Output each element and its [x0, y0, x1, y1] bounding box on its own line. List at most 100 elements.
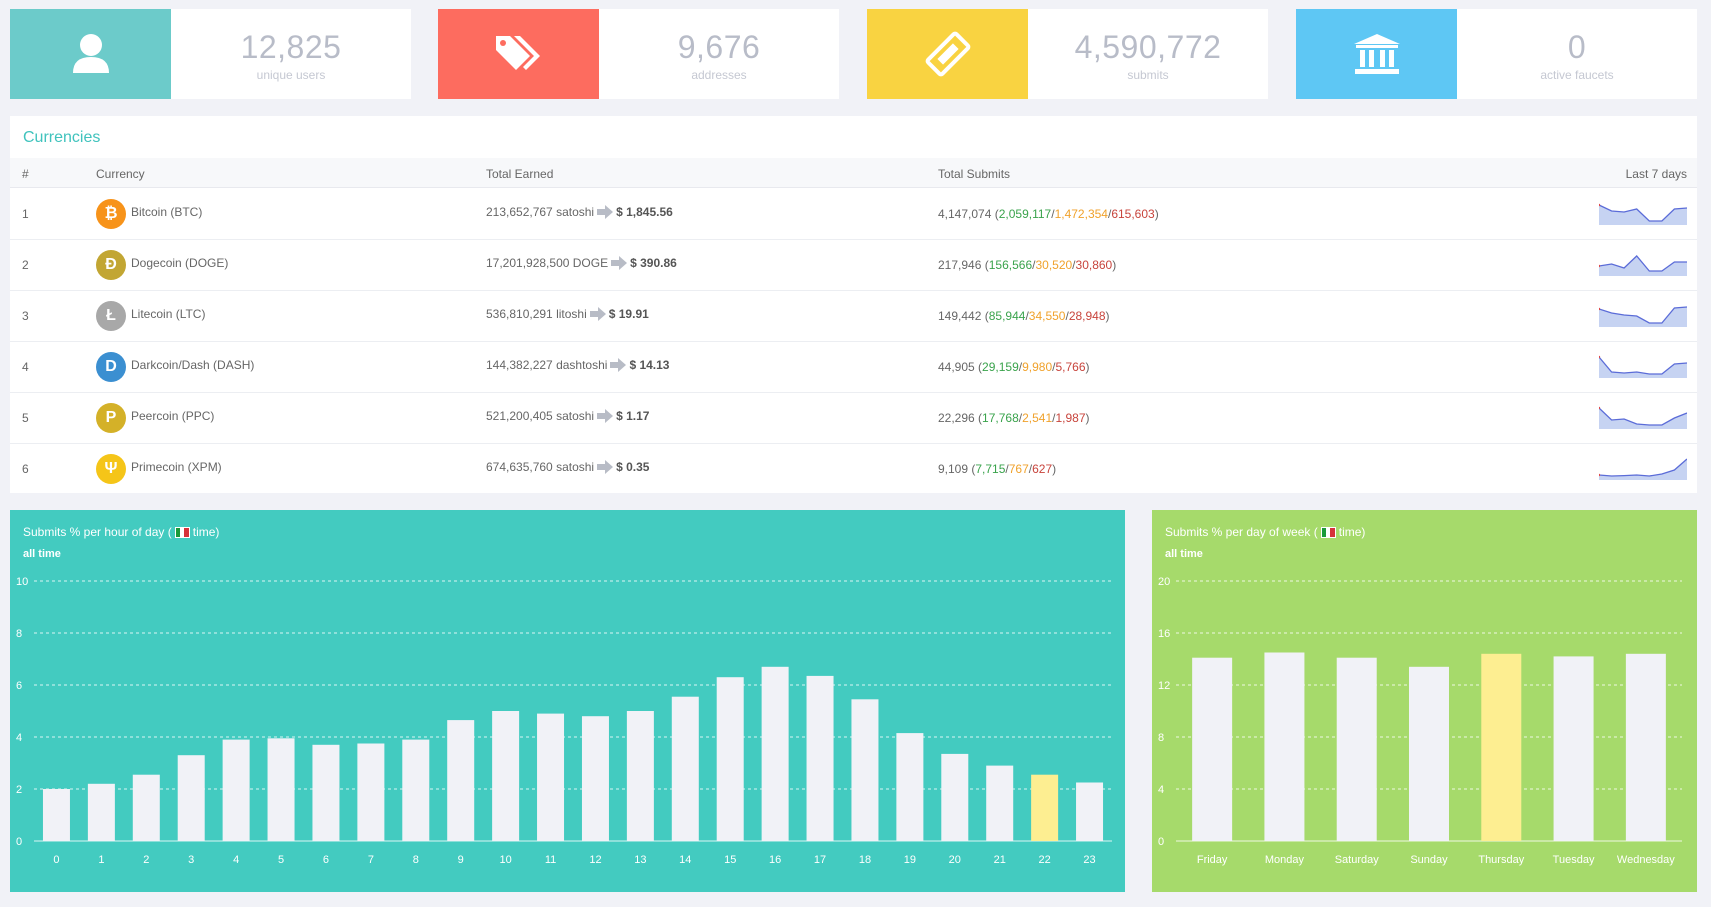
submits-orange: 767: [1008, 462, 1029, 476]
submits-cell: 44,905 (29,159/9,980/5,766): [938, 360, 1090, 374]
table-row: 4 D Darkcoin/Dash (DASH) 144,382,227 dashto…: [10, 342, 1697, 393]
header-currency: Currency: [96, 167, 145, 181]
bar: [1625, 653, 1666, 841]
x-tick-label: 12: [589, 854, 601, 866]
table-row: 6 Ψ Primecoin (XPM) 674,635,760 satoshi $ 0.…: [10, 444, 1697, 495]
sparkline-chart: [1599, 255, 1687, 276]
x-tick-label: Saturday: [1335, 854, 1380, 866]
row-num: 4: [22, 360, 29, 374]
primecoin-icon: Ψ: [96, 454, 126, 484]
submits-cell: 217,946 (156,566/30,520/30,860): [938, 258, 1117, 272]
arrow-right-icon: [611, 256, 628, 270]
dogecoin-icon: Ð: [96, 250, 126, 280]
bar: [896, 733, 924, 841]
x-tick-label: 8: [413, 854, 419, 866]
sparkline-area: [1599, 459, 1687, 480]
x-tick-label: 22: [1039, 854, 1051, 866]
sparkline-start-point: [1599, 473, 1601, 477]
x-tick-label: Sunday: [1410, 854, 1448, 866]
x-tick-label: Monday: [1265, 854, 1305, 866]
submits-green: 17,768: [982, 411, 1019, 425]
submits-green: 2,059,117: [998, 207, 1052, 221]
sparkline-chart: [1599, 306, 1687, 327]
sparkline-line: [1599, 204, 1687, 222]
sparkline-line: [1599, 306, 1687, 324]
arrow-right-icon: [597, 205, 614, 219]
submits-green: 156,566: [988, 258, 1033, 272]
arrow-right-icon: [610, 358, 627, 372]
y-tick-label: 0: [16, 836, 22, 848]
stat-text-users: 12,825 unique users: [171, 9, 411, 99]
earned-cell: 213,652,767 satoshi $ 1,845.56: [486, 204, 673, 220]
bar: [986, 765, 1014, 841]
header-earned: Total Earned: [486, 167, 554, 181]
stat-icon-box-addresses: [438, 9, 599, 99]
ticket-icon: [925, 31, 970, 77]
row-num: 2: [22, 258, 29, 272]
stat-value: 9,676: [677, 28, 761, 65]
y-tick-label: 4: [1158, 784, 1164, 796]
chart-title-text: Submits % per hour of day (: [23, 525, 172, 539]
bar: [312, 744, 340, 841]
submits-orange: 1,472,354: [1054, 207, 1108, 221]
chart-title-end: time): [192, 525, 220, 539]
litecoin-icon: Ł: [96, 301, 126, 331]
x-tick-label: 15: [724, 854, 736, 866]
x-tick-label: 5: [278, 854, 284, 866]
submits-orange: 9,980: [1022, 360, 1053, 374]
bar: [1192, 657, 1233, 841]
sparkline-start-point: [1599, 406, 1601, 410]
peercoin-icon: P: [96, 403, 126, 433]
earned-cell: 536,810,291 litoshi $ 19.91: [486, 306, 649, 322]
x-tick-label: 11: [545, 854, 556, 866]
table-row: 3 Ł Litecoin (LTC) 536,810,291 litoshi $ 19.…: [10, 291, 1697, 342]
sparkline-area: [1599, 256, 1687, 276]
x-tick-label: Wednesday: [1617, 854, 1675, 866]
bank-icon: [1353, 34, 1400, 74]
earned-usd: $ 0.35: [616, 460, 650, 474]
coin-name: Darkcoin/Dash (DASH): [131, 358, 255, 372]
earned-cell: 521,200,405 satoshi $ 1.17: [486, 408, 649, 424]
bar: [267, 738, 295, 841]
coin-name: Peercoin (PPC): [131, 409, 215, 423]
y-tick-label: 4: [16, 732, 22, 744]
earned-cell: 17,201,928,500 DOGE $ 390.86: [486, 255, 677, 271]
bar: [87, 783, 115, 841]
stat-card-faucets: 0 active faucets: [1296, 9, 1697, 99]
submits-total: 4,147,074: [938, 207, 992, 221]
y-tick-label: 10: [16, 576, 28, 588]
x-tick-label: 0: [53, 854, 59, 866]
panel-title: Currencies: [23, 129, 101, 146]
sparkline-start-point: [1599, 355, 1601, 359]
stat-icon-box-submits: [867, 9, 1028, 99]
x-tick-label: 7: [368, 854, 374, 866]
earned-amount: 521,200,405 satoshi: [486, 409, 595, 423]
y-tick-label: 20: [1158, 576, 1170, 588]
coin-glyph: P: [105, 409, 117, 426]
stat-text-addresses: 9,676 addresses: [599, 9, 839, 99]
x-tick-label: 18: [859, 854, 871, 866]
coin-name: Bitcoin (BTC): [131, 205, 203, 219]
x-tick-label: 21: [994, 854, 1006, 866]
header-num: #: [22, 167, 29, 181]
x-tick-label: 1: [98, 854, 104, 866]
chart-title: Submits % per hour of day ( time): [23, 525, 219, 539]
x-tick-label: 16: [769, 854, 781, 866]
row-num: 6: [22, 462, 29, 476]
hourly-chart-panel: 0 2 4 6 8 10 0 1 2 3 4 5 6 7 8 9 10 11 12 13 14 15 16 17 18 19 20 2…: [10, 510, 1125, 892]
earned-usd: $ 390.86: [630, 256, 677, 270]
bar: [1481, 653, 1522, 841]
sparkline-line: [1599, 356, 1687, 375]
bar: [581, 716, 609, 841]
submits-green: 7,715: [975, 462, 1006, 476]
sparkline-line: [1599, 458, 1687, 477]
x-tick-label: 23: [1083, 854, 1095, 866]
x-tick-label: 20: [949, 854, 961, 866]
y-tick-label: 16: [1158, 628, 1170, 640]
arrow-right-icon: [597, 460, 614, 474]
submits-cell: 4,147,074 (2,059,117/1,472,354/615,603): [938, 207, 1159, 221]
stat-label: unique users: [256, 67, 326, 82]
earned-usd: $ 1.17: [616, 409, 650, 423]
header-last7: Last 7 days: [1625, 167, 1687, 181]
sparkline-line: [1599, 255, 1687, 272]
